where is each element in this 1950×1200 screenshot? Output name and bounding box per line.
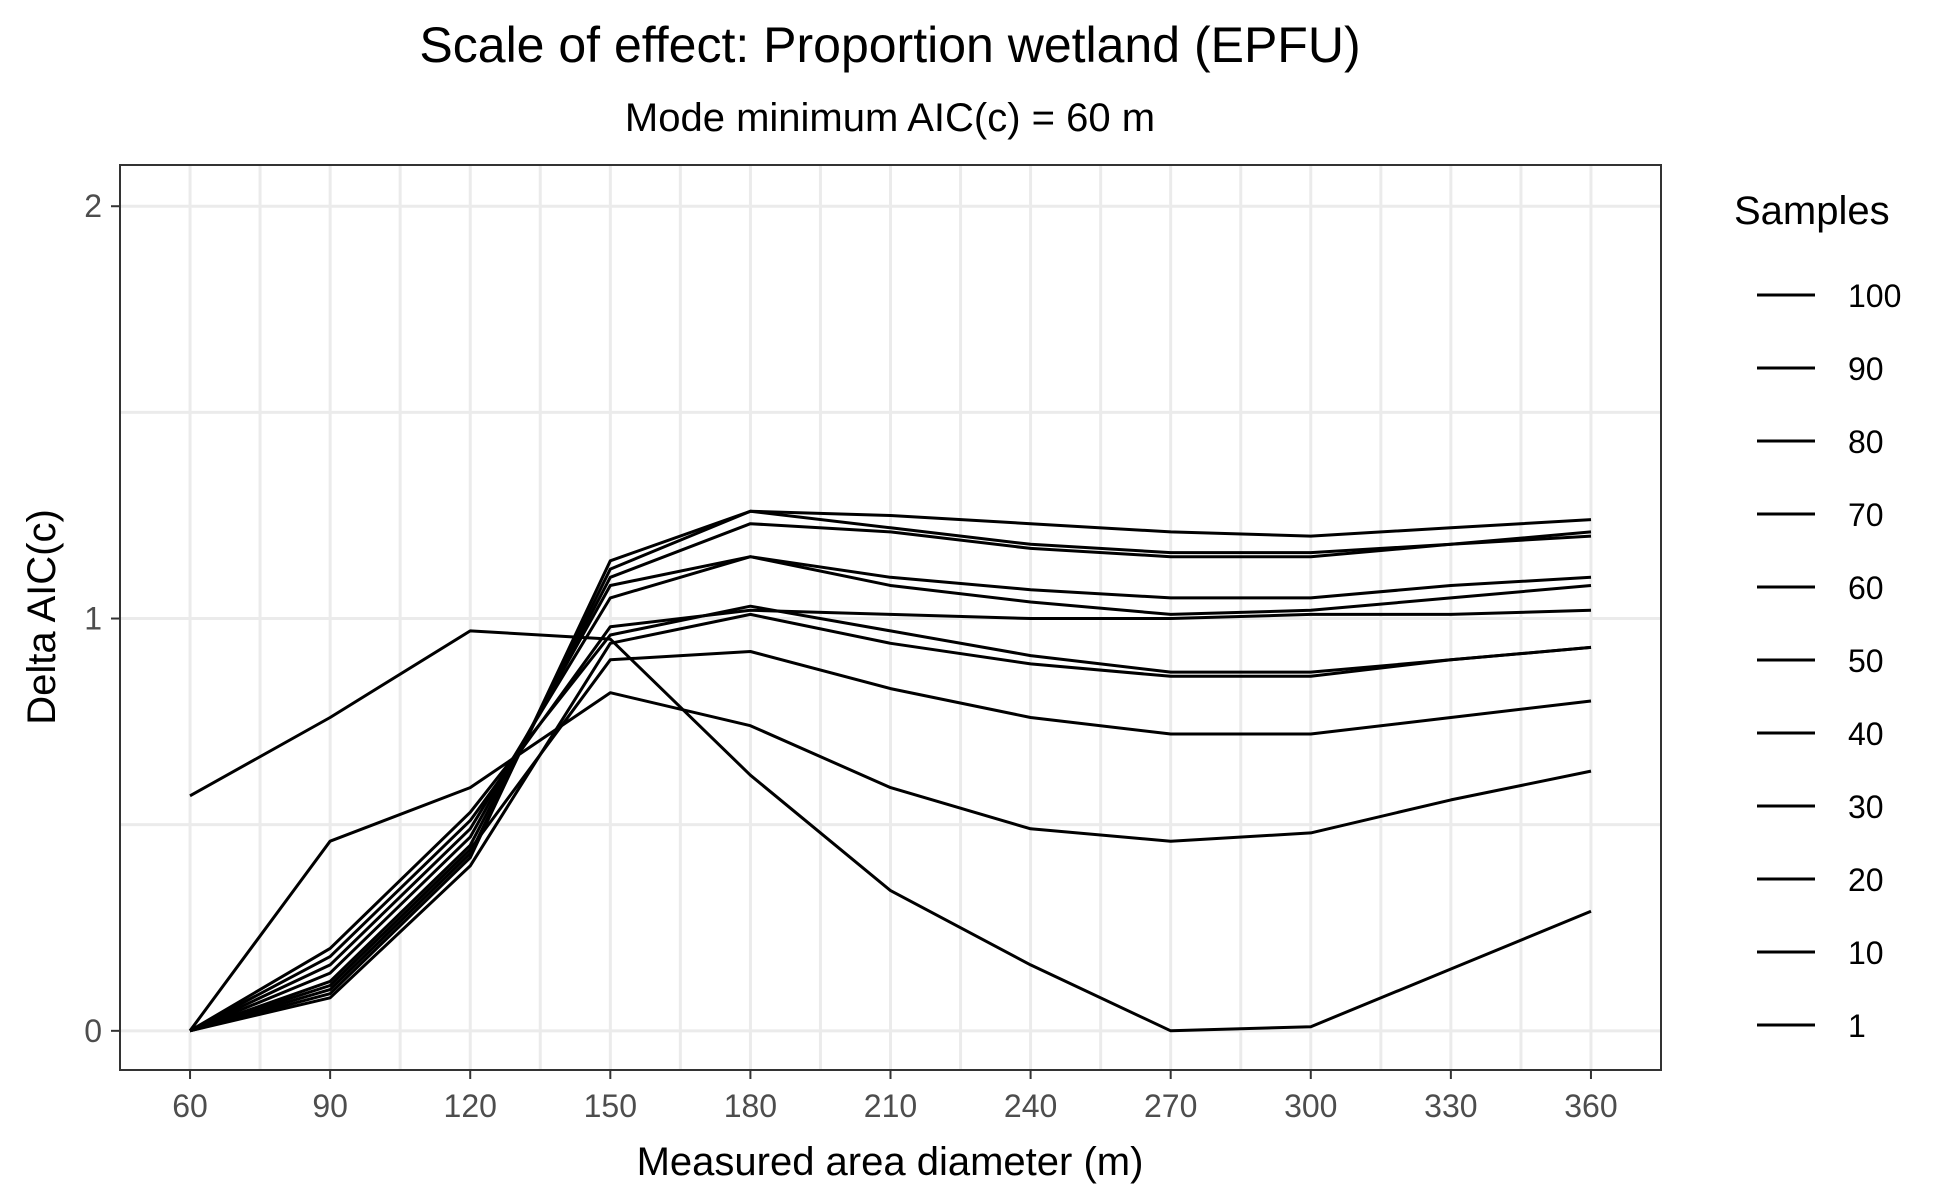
y-axis: 0 1 2	[84, 188, 120, 1049]
legend: Samples 100 90 80 70 60 50 40 30 20 10 1	[1734, 189, 1901, 1044]
y-tick-label: 0	[84, 1013, 102, 1049]
x-tick-label: 240	[1004, 1088, 1057, 1124]
x-tick-label: 150	[584, 1088, 637, 1124]
y-tick-label: 1	[84, 601, 102, 637]
x-tick-label: 360	[1564, 1088, 1617, 1124]
legend-title: Samples	[1734, 189, 1890, 233]
y-tick-label: 2	[84, 188, 102, 224]
plot-panel	[119, 164, 1662, 1071]
chart-subtitle: Mode minimum AIC(c) = 60 m	[625, 96, 1155, 140]
legend-label: 10	[1848, 935, 1884, 971]
legend-label: 100	[1848, 278, 1901, 314]
x-axis: 60 90 120 150 180 210 240 270 300 330 360	[172, 1070, 1618, 1124]
series-line-5	[189, 555, 1592, 1033]
legend-label: 90	[1848, 351, 1884, 387]
y-axis-title: Delta AIC(c)	[20, 509, 64, 725]
x-tick-label: 270	[1144, 1088, 1197, 1124]
series-line-9	[189, 650, 1592, 1033]
legend-label: 70	[1848, 497, 1884, 533]
x-tick-label: 120	[444, 1088, 497, 1124]
x-tick-label: 60	[172, 1088, 208, 1124]
legend-entries: 100 90 80 70 60 50 40 30 20 10 1	[1757, 278, 1901, 1044]
series-line-7	[189, 604, 1592, 1033]
x-tick-label: 330	[1424, 1088, 1477, 1124]
legend-label: 1	[1848, 1008, 1866, 1044]
series-line-2	[189, 509, 1592, 1033]
series-line-6	[189, 608, 1592, 1033]
series-line-4	[189, 555, 1592, 1033]
legend-label: 80	[1848, 424, 1884, 460]
legend-label: 30	[1848, 789, 1884, 825]
x-tick-label: 180	[724, 1088, 777, 1124]
chart-title: Scale of effect: Proportion wetland (EPF…	[419, 17, 1360, 73]
x-tick-label: 300	[1284, 1088, 1337, 1124]
series-layer	[188, 509, 1592, 1033]
legend-label: 50	[1848, 643, 1884, 679]
x-axis-title: Measured area diameter (m)	[637, 1140, 1144, 1184]
legend-label: 60	[1848, 570, 1884, 606]
series-line-10	[188, 691, 1592, 1032]
legend-label: 40	[1848, 716, 1884, 752]
series-line-8	[189, 612, 1592, 1033]
series-line-11	[189, 629, 1592, 1033]
x-tick-label: 90	[312, 1088, 348, 1124]
x-tick-label: 210	[864, 1088, 917, 1124]
legend-label: 20	[1848, 862, 1884, 898]
series-line-3	[189, 522, 1592, 1033]
series-line-1	[189, 509, 1592, 1033]
